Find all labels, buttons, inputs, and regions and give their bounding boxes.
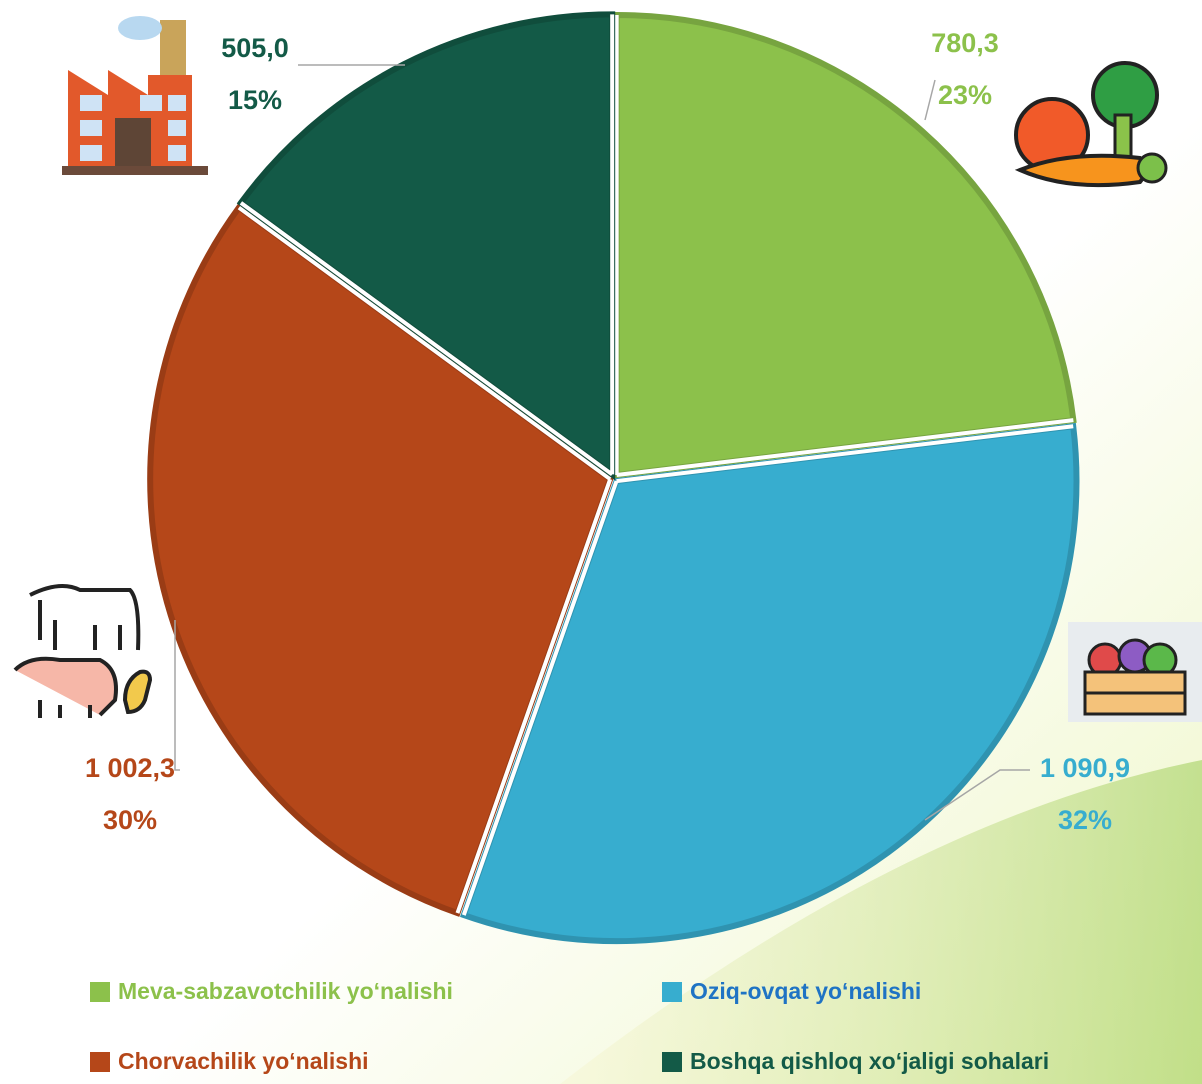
legend-label: Chorvachilik yo‘nalishi	[118, 1048, 369, 1074]
vegetables-icon	[1014, 61, 1168, 188]
leader-line	[924, 769, 1030, 821]
legend-swatch	[662, 1052, 682, 1072]
slice-border	[237, 205, 613, 914]
crate-icon	[1068, 622, 1202, 722]
share-label: 30%	[103, 805, 157, 835]
slice-border	[461, 424, 1074, 916]
slice-border	[614, 15, 1074, 477]
legend-label: Oziq-ovqat yo‘nalishi	[690, 978, 921, 1004]
legend-swatch	[90, 982, 110, 1002]
legend-swatch	[662, 982, 682, 1002]
legend-label: Boshqa qishloq xo‘jaligi sohalari	[690, 1048, 1049, 1074]
leader-line	[174, 620, 180, 771]
legend-label: Meva-sabzavotchilik yo‘nalishi	[118, 978, 453, 1004]
pie	[147, 11, 1080, 945]
pie-slice	[147, 203, 614, 917]
background-swoosh	[560, 760, 1202, 1084]
pie-slice	[459, 422, 1080, 945]
leader-line	[924, 79, 936, 121]
value-label: 1 090,9	[1040, 753, 1130, 783]
share-label: 32%	[1058, 805, 1112, 835]
pie-slice	[613, 12, 1077, 479]
value-label: 505,0	[221, 33, 289, 63]
legend-swatch	[90, 1052, 110, 1072]
share-label: 15%	[228, 85, 282, 115]
slice-border	[239, 14, 615, 477]
animals-icon	[13, 584, 153, 718]
value-label: 780,3	[931, 28, 999, 58]
value-label: 1 002,3	[85, 753, 175, 783]
share-label: 23%	[938, 80, 992, 110]
factory-icon	[62, 16, 208, 175]
